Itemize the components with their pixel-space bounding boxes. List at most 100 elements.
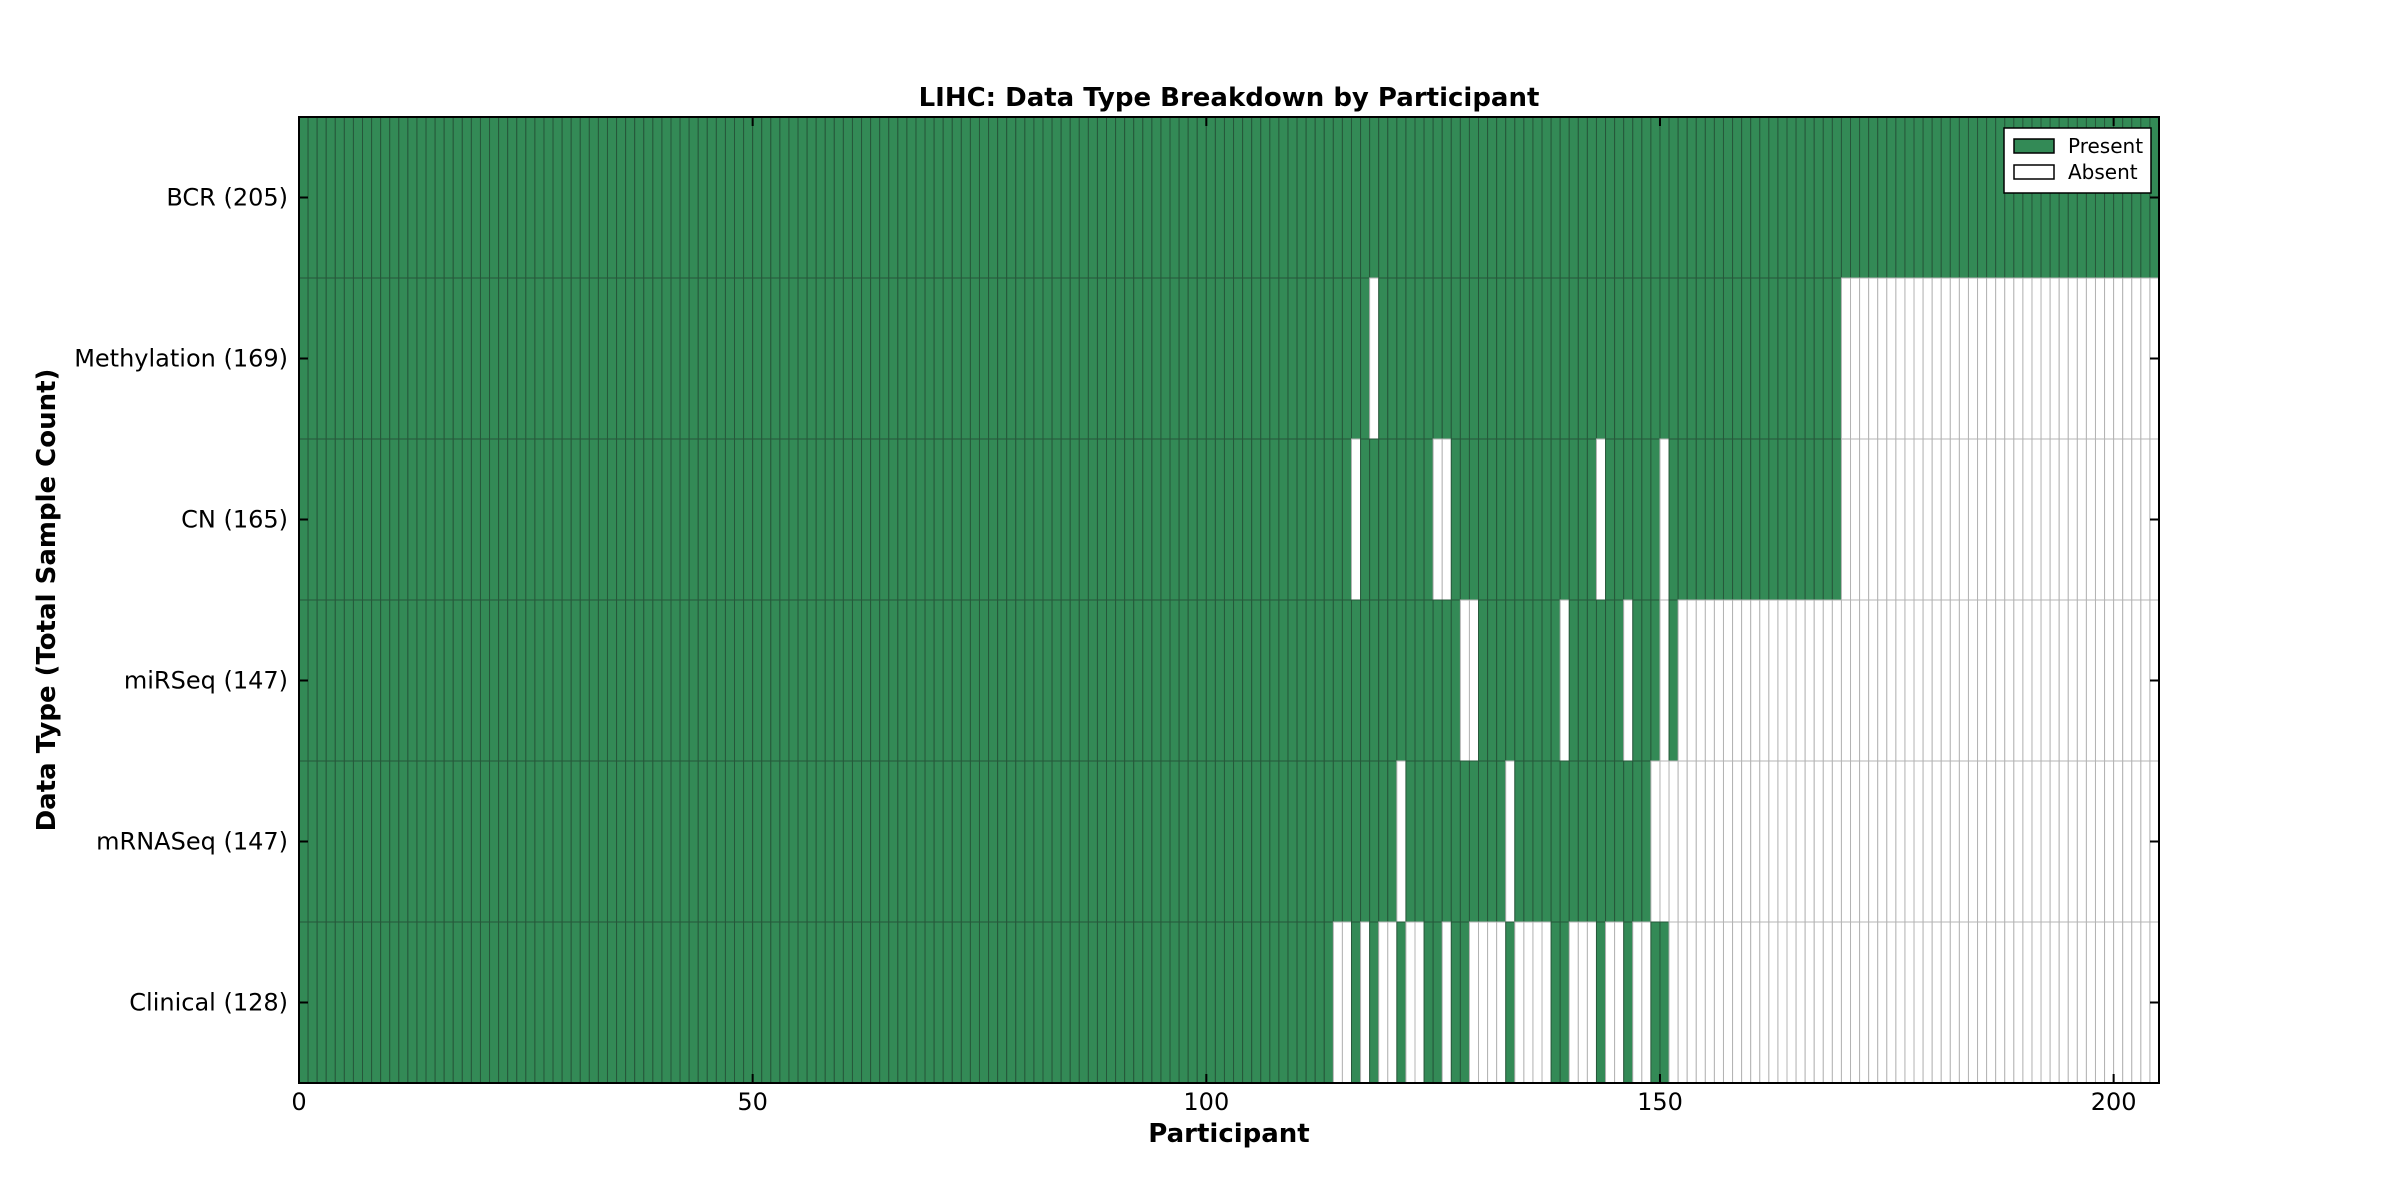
matrix-cell	[1949, 760, 1960, 923]
matrix-cell	[1850, 277, 1861, 440]
matrix-cell	[1414, 599, 1425, 762]
matrix-cell	[479, 277, 491, 440]
matrix-cell	[1550, 921, 1561, 1084]
matrix-cell	[697, 116, 708, 279]
matrix-cell	[1550, 599, 1561, 762]
matrix-cell	[316, 277, 327, 440]
matrix-cell	[525, 116, 536, 279]
matrix-cell	[1233, 921, 1244, 1084]
matrix-cell	[1024, 277, 1035, 440]
matrix-cell	[1831, 760, 1842, 923]
matrix-cell	[1468, 599, 1480, 762]
matrix-cell	[1586, 277, 1597, 440]
matrix-cell	[1614, 599, 1625, 762]
matrix-cell	[1478, 599, 1489, 762]
matrix-cell	[779, 921, 790, 1084]
matrix-cell	[325, 438, 336, 601]
matrix-cell	[1087, 599, 1098, 762]
matrix-cell	[861, 599, 872, 762]
matrix-cell	[2022, 277, 2033, 440]
matrix-cell	[1205, 277, 1216, 440]
matrix-cell	[343, 438, 354, 601]
matrix-cell	[1605, 599, 1616, 762]
matrix-cell	[788, 921, 799, 1084]
matrix-cell	[861, 116, 872, 279]
matrix-cell	[597, 116, 608, 279]
matrix-cell	[2067, 438, 2078, 601]
matrix-cell	[1786, 438, 1797, 601]
matrix-cell	[643, 921, 654, 1084]
matrix-cell	[398, 599, 409, 762]
matrix-cell	[1713, 760, 1724, 923]
matrix-cell	[978, 116, 990, 279]
matrix-cell	[1233, 599, 1244, 762]
matrix-cell	[371, 921, 382, 1084]
matrix-cell	[1369, 116, 1380, 279]
matrix-cell	[1732, 760, 1743, 923]
matrix-cell	[1958, 277, 1969, 440]
matrix-cell	[1187, 921, 1198, 1084]
matrix-cell	[1024, 921, 1035, 1084]
matrix-cell	[1668, 921, 1679, 1084]
matrix-cell	[1659, 760, 1670, 923]
y-tick-label: miRSeq (147)	[124, 667, 288, 695]
matrix-cell	[1033, 760, 1044, 923]
matrix-cell	[1178, 599, 1189, 762]
matrix-cell	[1487, 438, 1498, 601]
matrix-cell	[761, 760, 772, 923]
matrix-cell	[897, 599, 908, 762]
matrix-cell	[1850, 438, 1861, 601]
matrix-cell	[1051, 921, 1062, 1084]
matrix-cell	[380, 277, 391, 440]
matrix-cell	[1305, 921, 1316, 1084]
matrix-cell	[407, 599, 418, 762]
matrix-cell	[861, 277, 872, 440]
matrix-cell	[1124, 116, 1135, 279]
matrix-cell	[1478, 438, 1489, 601]
matrix-cell	[1786, 277, 1797, 440]
matrix-cell	[1124, 599, 1135, 762]
matrix-cell	[1623, 921, 1634, 1084]
y-tick-label: BCR (205)	[166, 184, 288, 212]
matrix-cell	[1704, 921, 1715, 1084]
matrix-cell	[1487, 277, 1498, 440]
matrix-cell	[1759, 599, 1770, 762]
matrix-cell	[1042, 921, 1053, 1084]
matrix-cell	[1196, 116, 1207, 279]
matrix-cell	[1160, 277, 1171, 440]
matrix-cell	[606, 116, 618, 279]
matrix-cell	[1623, 599, 1634, 762]
matrix-cell	[1840, 921, 1852, 1084]
matrix-cell	[1967, 921, 1979, 1084]
matrix-cell	[1831, 116, 1842, 279]
matrix-cell	[452, 599, 463, 762]
matrix-cell	[1741, 438, 1752, 601]
matrix-cell	[1151, 921, 1162, 1084]
matrix-cell	[416, 760, 427, 923]
matrix-cell	[1115, 921, 1126, 1084]
matrix-cell	[988, 599, 999, 762]
matrix-cell	[1632, 438, 1643, 601]
matrix-cell	[443, 116, 454, 279]
matrix-cell	[688, 599, 699, 762]
matrix-cell	[1069, 921, 1080, 1084]
matrix-cell	[1695, 599, 1706, 762]
y-tick-label: mRNASeq (147)	[96, 828, 288, 856]
matrix-cell	[1804, 921, 1815, 1084]
matrix-cell	[1813, 599, 1824, 762]
matrix-cell	[2013, 599, 2024, 762]
matrix-cell	[334, 760, 345, 923]
matrix-cell	[552, 277, 563, 440]
matrix-cell	[1450, 438, 1461, 601]
matrix-cell	[2094, 277, 2106, 440]
matrix-cell	[1550, 438, 1561, 601]
matrix-cell	[606, 599, 618, 762]
matrix-cell	[1958, 760, 1969, 923]
matrix-cell	[325, 921, 336, 1084]
matrix-cell	[1668, 760, 1679, 923]
matrix-cell	[1750, 277, 1761, 440]
matrix-cell	[951, 921, 962, 1084]
matrix-cell	[561, 921, 572, 1084]
matrix-cell	[1632, 277, 1643, 440]
matrix-cell	[797, 116, 808, 279]
